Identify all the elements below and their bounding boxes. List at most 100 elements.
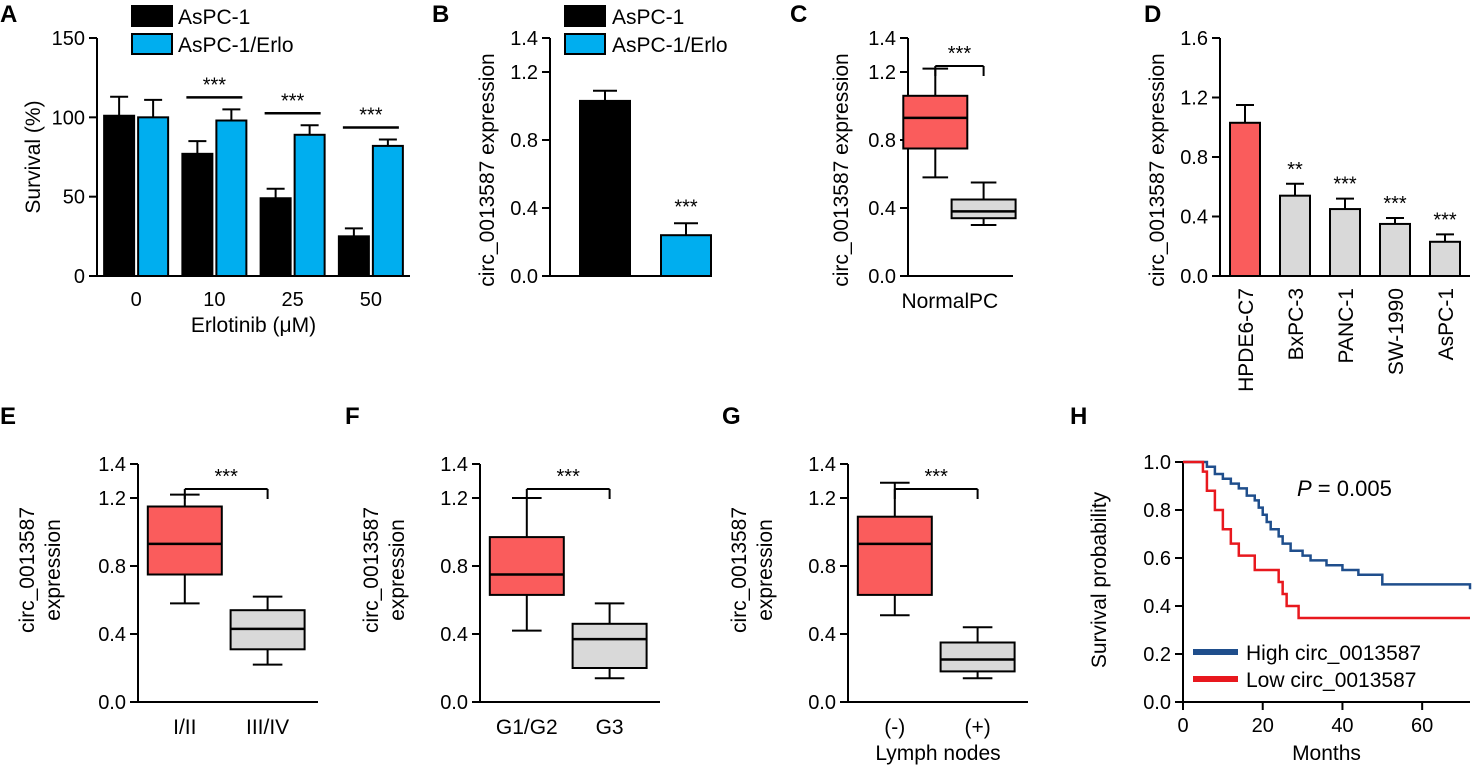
y-axis-label: circ_0013587 xyxy=(360,507,383,633)
y-tick-label: 0.0 xyxy=(98,692,126,714)
y-tick-label: 0.0 xyxy=(510,266,538,288)
y-tick-label: 0.8 xyxy=(440,556,468,578)
y-tick-label: 1.2 xyxy=(440,488,468,510)
significance-stars: *** xyxy=(925,466,949,488)
panel-letter-b: B xyxy=(432,1,449,28)
significance-stars: *** xyxy=(1383,193,1407,215)
y-axis-label: circ_0013587 xyxy=(16,507,39,633)
x-tick-label: BxPC-3 xyxy=(1285,288,1308,360)
bar-aspc-1-erlo-25 xyxy=(293,133,326,277)
panel-letter-g: G xyxy=(722,403,741,430)
bar-aspc-1-10 xyxy=(181,152,214,277)
x-tick-label: HPDE6-C7 xyxy=(1235,288,1258,392)
y-tick-label: 0.8 xyxy=(98,556,126,578)
y-tick-label: 1.4 xyxy=(440,454,468,476)
significance-stars: *** xyxy=(948,43,972,65)
legend-label: High circ_0013587 xyxy=(1246,642,1421,665)
legend-label: AsPC-1/Erlo xyxy=(178,34,294,57)
y-tick-label: 1.4 xyxy=(808,454,836,476)
x-tick-label: (+) xyxy=(964,716,990,739)
significance-stars: *** xyxy=(557,466,581,488)
box-iqr xyxy=(856,515,933,596)
y-tick-label: 0.8 xyxy=(510,130,538,152)
bar-aspc-1 xyxy=(1429,240,1461,278)
x-tick-label: 25 xyxy=(282,289,304,311)
legend-swatch xyxy=(564,5,606,27)
x-tick-label: Normal xyxy=(901,290,969,313)
significance-stars: *** xyxy=(1433,209,1457,231)
y-tick-label: 0.8 xyxy=(1143,500,1171,522)
x-axis-label: Months xyxy=(1292,742,1361,765)
x-tick-label: 60 xyxy=(1411,715,1433,737)
bar-hpde6-c7 xyxy=(1229,121,1261,277)
y-tick-label: 0.4 xyxy=(440,624,468,646)
box-iqr xyxy=(571,622,648,669)
significance-stars: *** xyxy=(203,74,227,96)
y-axis-label: circ_0013587 xyxy=(728,507,751,633)
y-tick-label: 0.6 xyxy=(1143,548,1171,570)
legend-label: AsPC-1 xyxy=(612,6,684,29)
legend-swatch xyxy=(131,33,173,55)
significance-stars: *** xyxy=(674,196,698,218)
y-tick-label: 1.4 xyxy=(98,454,126,476)
x-axis-label: Erlotinib (μM) xyxy=(191,314,316,337)
bar-panc-1 xyxy=(1329,208,1361,277)
y-tick-label: 1.0 xyxy=(1143,452,1171,474)
y-tick-label: 0.4 xyxy=(808,624,836,646)
y-tick-label: 1.2 xyxy=(1180,88,1208,110)
y-tick-label: 0.4 xyxy=(868,198,896,220)
y-tick-label: 1.2 xyxy=(868,62,896,84)
y-tick-label: 0.4 xyxy=(510,198,538,220)
box-iqr xyxy=(950,198,1017,220)
bar-aspc-1-erlo-10 xyxy=(215,119,248,277)
bar-aspc-1-25 xyxy=(259,197,292,277)
x-tick-label: III/IV xyxy=(246,716,289,739)
y-axis-label: expression xyxy=(386,519,409,621)
y-tick-label: 1.2 xyxy=(808,488,836,510)
legend-label: AsPC-1 xyxy=(178,6,250,29)
panel-letter-h: H xyxy=(1070,403,1087,430)
panel-letter-a: A xyxy=(0,1,17,28)
y-tick-label: 0 xyxy=(74,266,85,288)
box-iqr xyxy=(939,641,1016,673)
x-tick-label: 50 xyxy=(360,289,382,311)
x-tick-label: 20 xyxy=(1252,715,1274,737)
x-tick-label: G3 xyxy=(596,716,624,739)
y-tick-label: 0.0 xyxy=(808,692,836,714)
panel-letter-f: F xyxy=(345,403,360,430)
km-curve-high xyxy=(1183,460,1472,590)
panel-letter-e: E xyxy=(0,403,16,430)
x-axis-label: Lymph nodes xyxy=(875,742,1000,765)
y-axis-label: circ_0013587 expression xyxy=(830,53,853,286)
panel-letter-c: C xyxy=(790,1,807,28)
x-tick-label: (-) xyxy=(884,716,905,739)
bar-bxpc-3 xyxy=(1279,194,1311,277)
box-iqr xyxy=(146,505,223,576)
y-tick-label: 0.2 xyxy=(1143,644,1171,666)
x-tick-label: 10 xyxy=(203,289,225,311)
x-tick-label: 0 xyxy=(131,289,142,311)
y-tick-label: 1.2 xyxy=(98,488,126,510)
box-iqr xyxy=(902,94,969,150)
significance-stars: *** xyxy=(1333,174,1357,196)
km-curve-low xyxy=(1183,460,1470,620)
y-tick-label: 0.8 xyxy=(868,130,896,152)
y-tick-label: 1.4 xyxy=(868,28,896,50)
y-axis-label: Survival probability xyxy=(1088,491,1111,668)
y-tick-label: 1.2 xyxy=(510,62,538,84)
x-tick-label: I/II xyxy=(173,716,196,739)
legend-swatch xyxy=(131,5,173,27)
legend-swatch xyxy=(564,33,606,55)
box-iqr xyxy=(488,536,565,596)
y-tick-label: 100 xyxy=(52,107,85,129)
y-tick-label: 0.4 xyxy=(1180,207,1208,229)
bar-aspc-1-erlo-0 xyxy=(137,116,170,278)
y-tick-label: 0.0 xyxy=(1180,266,1208,288)
y-tick-label: 0.0 xyxy=(440,692,468,714)
x-tick-label: AsPC-1 xyxy=(1435,288,1458,360)
y-tick-label: 1.6 xyxy=(1180,28,1208,50)
x-tick-label: 40 xyxy=(1331,715,1353,737)
significance-stars: ** xyxy=(1287,159,1303,181)
legend-label: AsPC-1/Erlo xyxy=(612,34,728,57)
